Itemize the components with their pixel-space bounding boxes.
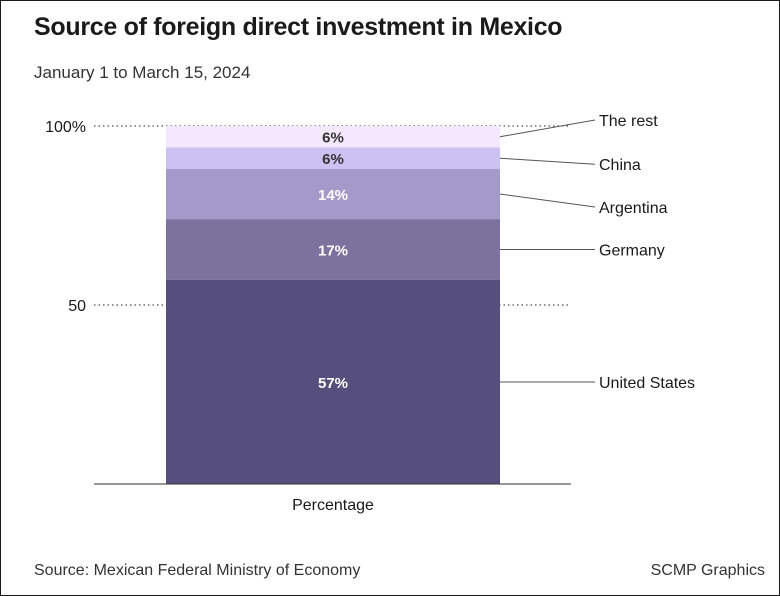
bar-segment-the-rest: [166, 126, 500, 148]
bar-segment-china: [166, 147, 500, 169]
chart-title: Source of foreign direct investment in M…: [34, 13, 563, 41]
data-label-united-states: 57%: [318, 375, 348, 392]
y-tick-label-100: 100%: [45, 119, 86, 136]
bar-segment-germany: [166, 219, 500, 280]
legend-label-argentina: Argentina: [599, 200, 668, 217]
graphics-credit: SCMP Graphics: [650, 562, 765, 579]
legend-label-china: China: [599, 157, 641, 174]
leader-line-argentina: [499, 193, 596, 208]
y-tick-label-50: 50: [68, 298, 86, 315]
legend-label-the-rest: The rest: [599, 113, 658, 130]
chart-subtitle: January 1 to March 15, 2024: [34, 63, 251, 82]
legend-label-germany: Germany: [599, 243, 665, 260]
x-category-label: Percentage: [292, 497, 374, 514]
data-label-argentina: 14%: [318, 187, 348, 204]
data-label-germany: 17%: [318, 243, 348, 260]
bar-segment-united-states: [166, 279, 500, 484]
legend-label-united-states: United States: [599, 375, 695, 392]
data-label-china: 6%: [322, 151, 344, 168]
leader-line-china: [499, 157, 596, 165]
source-note: Source: Mexican Federal Ministry of Econ…: [34, 562, 361, 579]
leader-line-the-rest: [499, 119, 596, 138]
data-label-the-rest: 6%: [322, 130, 344, 147]
bar-segment-argentina: [166, 168, 500, 220]
